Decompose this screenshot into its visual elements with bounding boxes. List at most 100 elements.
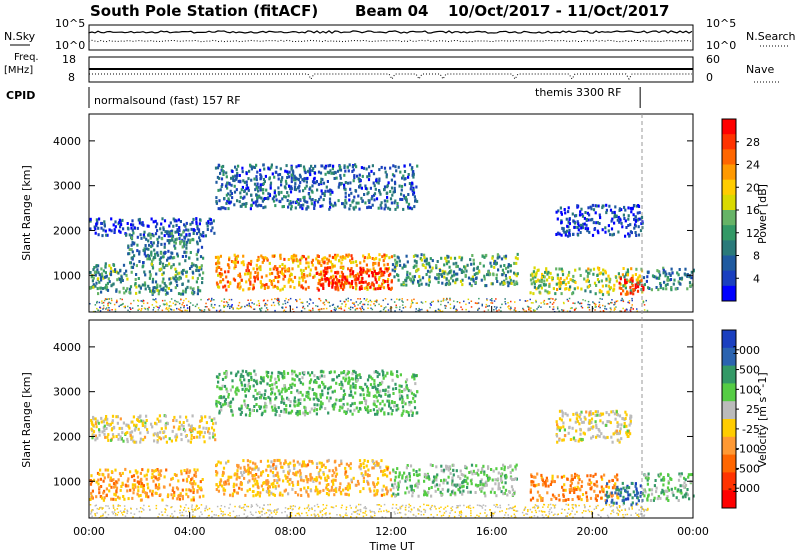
heatmap-cell [516,272,519,276]
heatmap-cell [393,275,396,279]
heatmap-cell [450,490,454,494]
heatmap-cell [185,477,189,481]
heatmap-cell [655,486,658,490]
heatmap-cell [377,277,381,281]
heatmap-cell [147,224,150,228]
heatmap-cell [140,309,142,312]
nave-trace [89,73,692,80]
heatmap-cell [618,429,622,433]
heatmap-cell [497,268,500,272]
heatmap-cell [509,464,512,468]
heatmap-cell [156,417,159,421]
heatmap-cell [92,415,95,419]
heatmap-cell [630,310,632,313]
heatmap-cell [287,205,290,209]
heatmap-cell [461,485,464,489]
heatmap-cell [616,478,619,482]
heatmap-cell [319,270,323,274]
heatmap-cell [548,298,551,300]
heatmap-cell [102,491,105,495]
heatmap-cell [573,225,576,229]
heatmap-cell [299,478,303,482]
heatmap-cell [608,277,611,281]
heatmap-cell [103,220,106,224]
heatmap-cell [416,254,419,258]
heatmap-cell [227,482,230,486]
heatmap-cell [118,221,121,224]
heatmap-cell [223,305,226,308]
heatmap-cell [630,231,633,235]
heatmap-cell [298,469,302,473]
heatmap-cell [611,486,615,490]
heatmap-cell [323,274,326,278]
heatmap-cell [141,468,144,472]
heatmap-cell [169,308,172,310]
heatmap-cell [246,468,249,472]
heatmap-cell [214,438,217,442]
heatmap-cell [666,495,669,499]
heatmap-cell [429,463,432,467]
heatmap-cell [291,481,294,484]
heatmap-cell [659,286,662,290]
heatmap-cell [602,487,605,491]
heatmap-cell [613,475,617,479]
heatmap-cell [664,489,667,493]
heatmap-cell [401,266,404,270]
heatmap-cell [215,200,218,204]
heatmap-cell [104,262,107,266]
heatmap-cell [215,262,218,266]
heatmap-cell [385,267,388,271]
heatmap-cell [334,281,337,285]
heatmap-cell [394,494,397,498]
heatmap-cell [379,287,382,290]
heatmap-cell [329,305,331,307]
heatmap-cell [205,302,207,305]
heatmap-cell [437,280,440,284]
heatmap-cell [245,202,248,205]
heatmap-cell [188,428,191,432]
heatmap-cell [684,495,687,499]
heatmap-cell [196,242,199,246]
heatmap-cell [189,489,192,493]
heatmap-cell [276,481,279,484]
heatmap-cell [413,259,416,263]
heatmap-cell [161,273,164,276]
heatmap-cell [253,474,256,477]
heatmap-cell [285,182,288,186]
heatmap-cell [177,495,180,498]
heatmap-cell [153,306,155,309]
heatmap-cell [167,256,170,260]
heatmap-cell [301,178,304,182]
heatmap-cell [394,267,397,271]
heatmap-cell [413,205,416,209]
heatmap-cell [464,266,467,270]
heatmap-cell [689,480,692,484]
heatmap-cell [686,493,689,497]
heatmap-cell [571,279,575,283]
heatmap-cell [285,306,287,309]
heatmap-cell [557,209,560,213]
heatmap-cell [165,306,168,309]
heatmap-cell [182,478,185,482]
heatmap-cell [103,420,106,424]
heatmap-cell [283,264,287,268]
heatmap-cell [410,303,413,305]
heatmap-cell [176,277,179,281]
heatmap-cell [542,283,545,286]
heatmap-cell [596,494,599,498]
heatmap-cell [546,491,549,495]
heatmap-cell [298,283,301,287]
heatmap-cell [407,202,411,206]
heatmap-cell [283,257,286,261]
heatmap-cell [670,267,673,271]
heatmap-cell [604,269,607,273]
heatmap-cell [280,465,283,469]
heatmap-cell [657,473,660,477]
heatmap-cell [155,422,158,426]
heatmap-cell [478,270,481,274]
heatmap-cell [514,301,516,303]
heatmap-cell [487,477,491,481]
heatmap-cell [134,427,137,431]
heatmap-cell [284,169,287,173]
heatmap-cell [272,466,275,470]
